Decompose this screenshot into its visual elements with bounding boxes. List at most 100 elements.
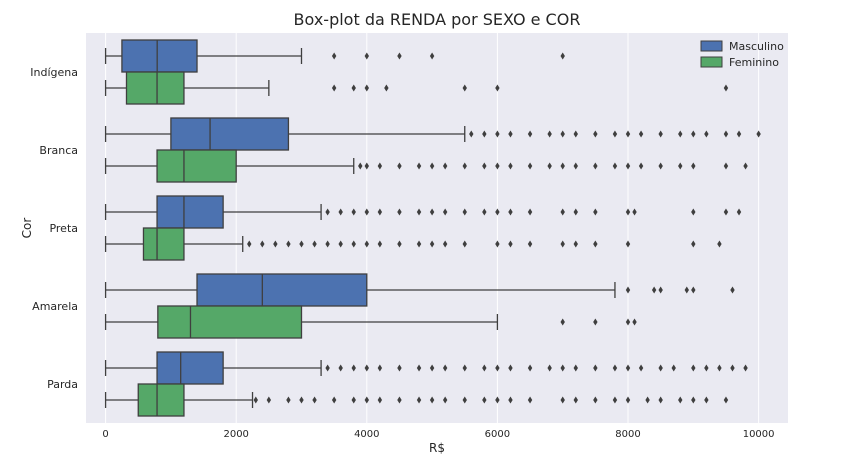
outlier-point (351, 208, 356, 216)
outlier-point (299, 240, 304, 248)
outlier-point (397, 208, 402, 216)
outlier-point (325, 240, 330, 248)
outlier-point (429, 162, 435, 170)
outlier-point (495, 208, 500, 216)
outlier-point (495, 130, 500, 138)
outlier-point (625, 318, 631, 326)
outlier-point (364, 396, 369, 404)
box-feminino-1 (104, 149, 748, 183)
outlier-point (462, 396, 467, 404)
outlier-point (338, 364, 343, 372)
outlier-point (527, 162, 533, 170)
outlier-point (397, 52, 402, 60)
outlier-point (560, 396, 565, 404)
outlier-point (658, 396, 663, 404)
outlier-point (482, 364, 487, 372)
outlier-point (638, 162, 644, 170)
box-iqr (156, 351, 224, 385)
outlier-point (266, 396, 272, 404)
outlier-point (364, 364, 369, 372)
outlier-point (736, 208, 742, 216)
outlier-point (560, 318, 565, 326)
outlier-point (723, 162, 729, 170)
x-axis-label: R$ (429, 441, 445, 455)
outlier-point (397, 364, 402, 372)
box-iqr (157, 305, 303, 339)
outlier-point (723, 208, 729, 216)
box-masculino-3 (104, 273, 735, 307)
outlier-point (625, 208, 631, 216)
outlier-point (678, 396, 683, 404)
legend-swatch-masculino (700, 40, 723, 52)
outlier-point (508, 240, 513, 248)
box-feminino-2 (104, 227, 722, 261)
x-tick-labels: 0 2000 4000 6000 8000 10000 (102, 429, 774, 440)
outlier-point (723, 130, 729, 138)
outlier-point (351, 84, 356, 92)
outlier-point (625, 396, 631, 404)
outlier-point (260, 240, 265, 248)
outlier-point (331, 52, 337, 60)
outlier-point (429, 52, 435, 60)
outlier-point (730, 286, 735, 294)
box-masculino-2 (104, 195, 742, 229)
outlier-point (560, 364, 565, 372)
outlier-point (638, 130, 644, 138)
box-iqr (142, 227, 185, 261)
grid-lines (105, 33, 760, 423)
outlier-point (397, 240, 402, 248)
outlier-point (482, 208, 487, 216)
outlier-point (691, 364, 696, 372)
outlier-point (442, 364, 448, 372)
outlier-point (560, 130, 565, 138)
chart-title: Box-plot da RENDA por SEXO e COR (294, 10, 581, 29)
outlier-point (593, 396, 598, 404)
outlier-point (482, 396, 487, 404)
outlier-point (573, 208, 578, 216)
outlier-point (462, 84, 467, 92)
outlier-point (442, 162, 448, 170)
outlier-point (247, 240, 252, 248)
box-iqr (170, 117, 290, 151)
outlier-point (743, 364, 748, 372)
outlier-point (671, 364, 676, 372)
outlier-point (397, 162, 402, 170)
x-tick-label: 6000 (485, 429, 510, 440)
outlier-point (625, 286, 631, 294)
outlier-point (723, 84, 729, 92)
outlier-point (508, 396, 513, 404)
box-iqr (121, 39, 198, 73)
outlier-point (462, 364, 467, 372)
outlier-point (560, 52, 565, 60)
outlier-point (429, 364, 435, 372)
outlier-point (377, 240, 383, 248)
outlier-point (593, 364, 598, 372)
outlier-point (325, 208, 330, 216)
outlier-point (364, 84, 369, 92)
outlier-point (325, 364, 330, 372)
outlier-point (364, 52, 369, 60)
outlier-point (377, 208, 383, 216)
outlier-point (527, 240, 533, 248)
outlier-point (495, 84, 500, 92)
outlier-point (351, 364, 356, 372)
outlier-point (658, 286, 663, 294)
outlier-point (482, 130, 487, 138)
outlier-point (469, 130, 474, 138)
outlier-point (573, 396, 578, 404)
outlier-point (508, 364, 513, 372)
y-axis-label: Cor (20, 218, 34, 239)
outlier-point (508, 162, 513, 170)
outlier-point (691, 240, 696, 248)
box-feminino-4 (104, 383, 729, 417)
outlier-point (358, 162, 363, 170)
category-label: Branca (39, 144, 78, 157)
outlier-point (560, 240, 565, 248)
outlier-point (704, 130, 709, 138)
outlier-point (717, 364, 722, 372)
outlier-point (527, 364, 533, 372)
box-iqr (137, 383, 185, 417)
outlier-point (364, 208, 369, 216)
outlier-point (678, 162, 683, 170)
